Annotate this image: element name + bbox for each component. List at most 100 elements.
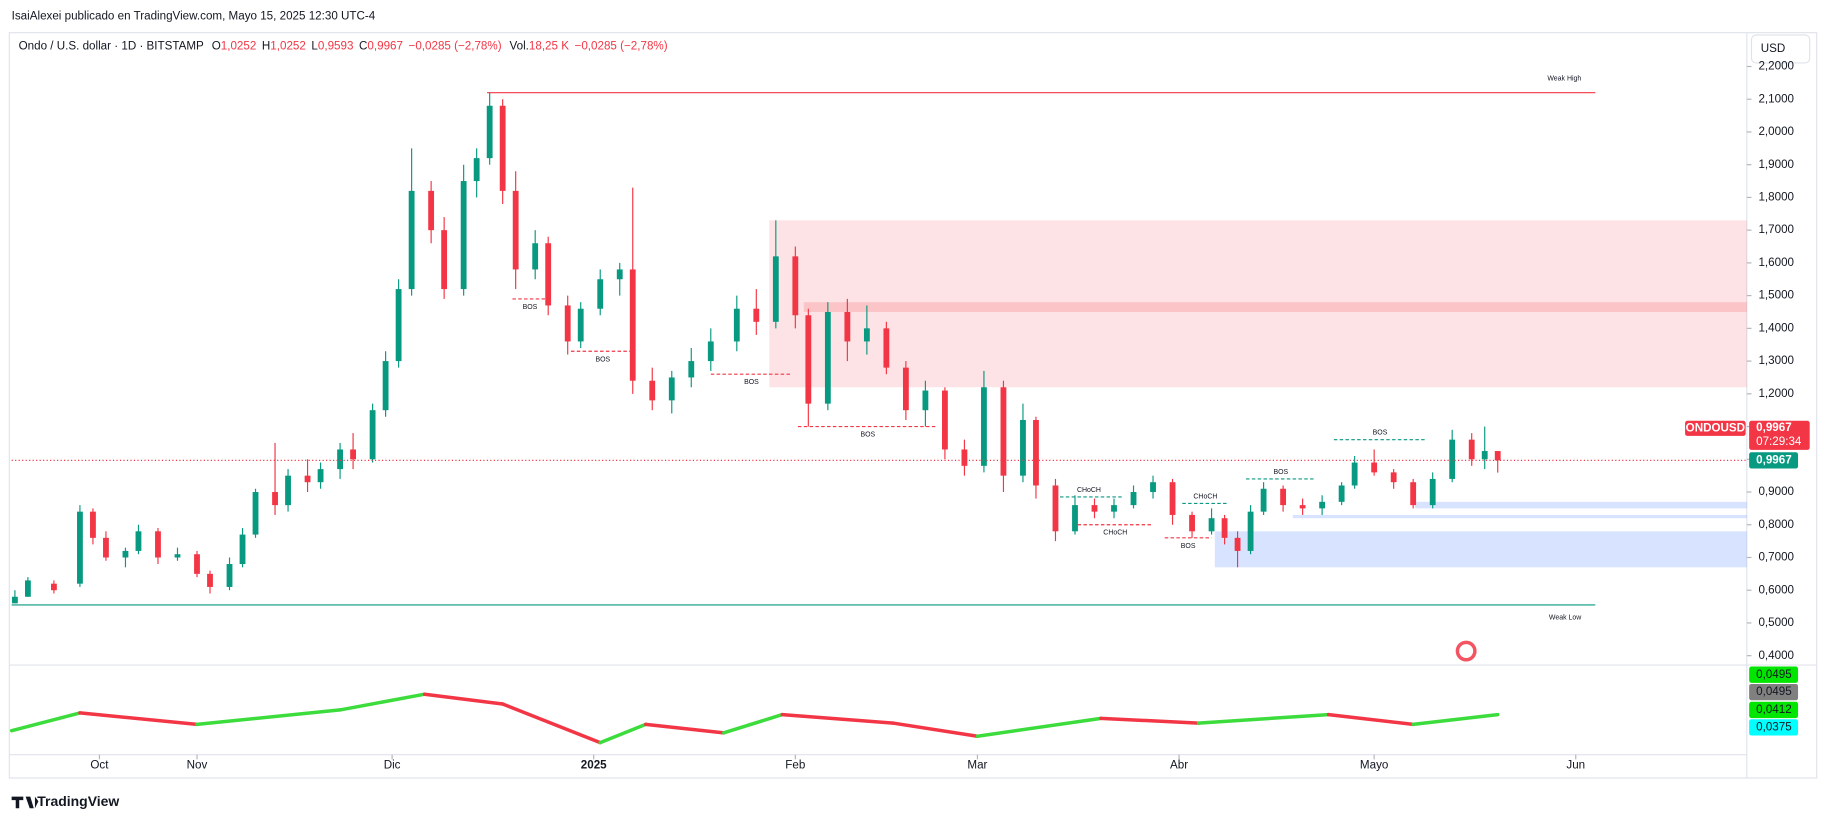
candle-body <box>369 410 376 460</box>
structure-label: BOS <box>1181 543 1196 550</box>
oscillator-segment <box>9 711 82 733</box>
y-tick-label: 0,0495 <box>1756 685 1792 698</box>
oscillator-segment <box>195 708 342 727</box>
candle-body <box>577 308 584 342</box>
candle-body <box>753 308 760 322</box>
candle-body <box>629 269 636 381</box>
candle-body <box>922 390 929 411</box>
candle-body <box>1130 492 1137 506</box>
volume-change: −0,0285 (−2,78%) <box>575 40 668 53</box>
candle-body <box>1221 518 1228 538</box>
x-tick-label: 2025 <box>581 758 607 771</box>
oscillator-segment <box>1411 712 1500 727</box>
candle-body <box>1208 518 1215 532</box>
oscillator-segment <box>1099 716 1201 725</box>
oscillator-segment <box>975 716 1103 738</box>
countdown: 07:29:34 <box>1756 435 1802 448</box>
frame <box>8 32 1818 779</box>
candle-body <box>805 315 812 404</box>
candle-body <box>961 449 968 466</box>
plot-area: 0,40000,50000,60000,70000,80000,90001,00… <box>9 60 1810 771</box>
candle-body <box>1338 485 1345 502</box>
y-tick-label: 0,4000 <box>1758 649 1794 662</box>
y-tick-tag <box>1749 701 1799 719</box>
candle-body <box>122 550 129 558</box>
y-tick-label: 1,4000 <box>1758 321 1794 334</box>
ohlc-value: 1,0252 <box>270 40 306 53</box>
candle-body <box>408 190 415 290</box>
candle-body <box>545 243 552 306</box>
y-tick-label: 0,9000 <box>1758 485 1794 498</box>
candle-body <box>317 469 324 483</box>
currency[interactable]: USD <box>1761 42 1786 55</box>
structure-label: CHoCH <box>1103 530 1127 537</box>
y-tick-label: 0,0495 <box>1756 668 1792 681</box>
oscillator-segment <box>422 692 505 706</box>
currency-button[interactable] <box>1750 34 1811 64</box>
candle-body <box>564 305 571 342</box>
candle-body <box>772 256 779 322</box>
candle-body <box>272 492 278 506</box>
candle-body <box>1052 485 1059 532</box>
published-by: IsaiAlexei publicado en TradingView.com,… <box>12 9 376 22</box>
y-tick-label: 2,1000 <box>1758 92 1794 105</box>
ohlc-value: 0,9967 <box>367 40 403 53</box>
candle-body <box>1351 462 1358 486</box>
ohlc-value: 1,0252 <box>221 40 257 53</box>
candle-body <box>1468 439 1475 460</box>
x-tick-label: Nov <box>187 758 208 771</box>
candle-body <box>1189 514 1195 532</box>
y-tick-tag <box>1749 719 1799 736</box>
ohlc-value: 0,9593 <box>318 40 354 53</box>
candle-body <box>1429 478 1436 506</box>
candle-body <box>844 311 851 342</box>
candle-body <box>1033 420 1039 486</box>
structure-label: BOS <box>1273 469 1288 476</box>
oscillator-segment <box>1196 712 1331 725</box>
candle-body <box>194 554 200 574</box>
y-tick-tag <box>1749 666 1799 683</box>
x-tick-label: Mar <box>967 758 987 771</box>
candle-body <box>441 230 448 290</box>
structure-label: BOS <box>744 379 759 386</box>
x-tick-label: Dic <box>384 758 401 771</box>
zone <box>1214 531 1747 568</box>
last-price-label: 0,9967 <box>1756 453 1792 466</box>
brand-logo <box>11 796 39 809</box>
oscillator-segment <box>1326 712 1415 727</box>
candle-body <box>597 279 604 309</box>
y-tick-label: 1,6000 <box>1758 256 1794 269</box>
candle-body <box>1481 451 1488 460</box>
candle-body <box>252 492 259 535</box>
candle-body <box>1234 537 1241 551</box>
candle-body <box>285 475 291 506</box>
ohlc-key: L <box>311 40 318 53</box>
zone <box>769 220 1747 388</box>
y-tick-label: 1,2000 <box>1758 387 1794 400</box>
structure-label: CHoCH <box>1193 493 1217 500</box>
oscillator-segment <box>722 712 785 735</box>
y-tick-label: 1,8000 <box>1758 191 1794 204</box>
ohlc-key: H <box>262 40 270 53</box>
level-label: Weak Low <box>1549 615 1582 622</box>
structure-label: BOS <box>523 304 538 311</box>
candle-body <box>473 158 480 182</box>
ohlc-key: C <box>359 40 367 53</box>
oscillator-segment <box>598 722 648 745</box>
legend-line: Ondo / U.S. dollar · 1D · BITSTAMP O1,02… <box>19 40 668 53</box>
candle-body <box>486 105 493 159</box>
last-price-tag <box>1749 452 1799 469</box>
candle-body <box>226 564 233 587</box>
ticker-tag <box>1685 420 1746 436</box>
candle-body <box>1280 488 1287 506</box>
candle-body <box>1150 482 1156 493</box>
candle-body <box>512 190 519 270</box>
y-tick-label: 0,0375 <box>1756 720 1792 733</box>
candle-body <box>24 580 31 597</box>
x-tick-label: Mayo <box>1360 758 1388 771</box>
zone <box>1292 514 1747 519</box>
candle-body <box>688 361 695 378</box>
volume: 18,25 K <box>529 40 569 53</box>
